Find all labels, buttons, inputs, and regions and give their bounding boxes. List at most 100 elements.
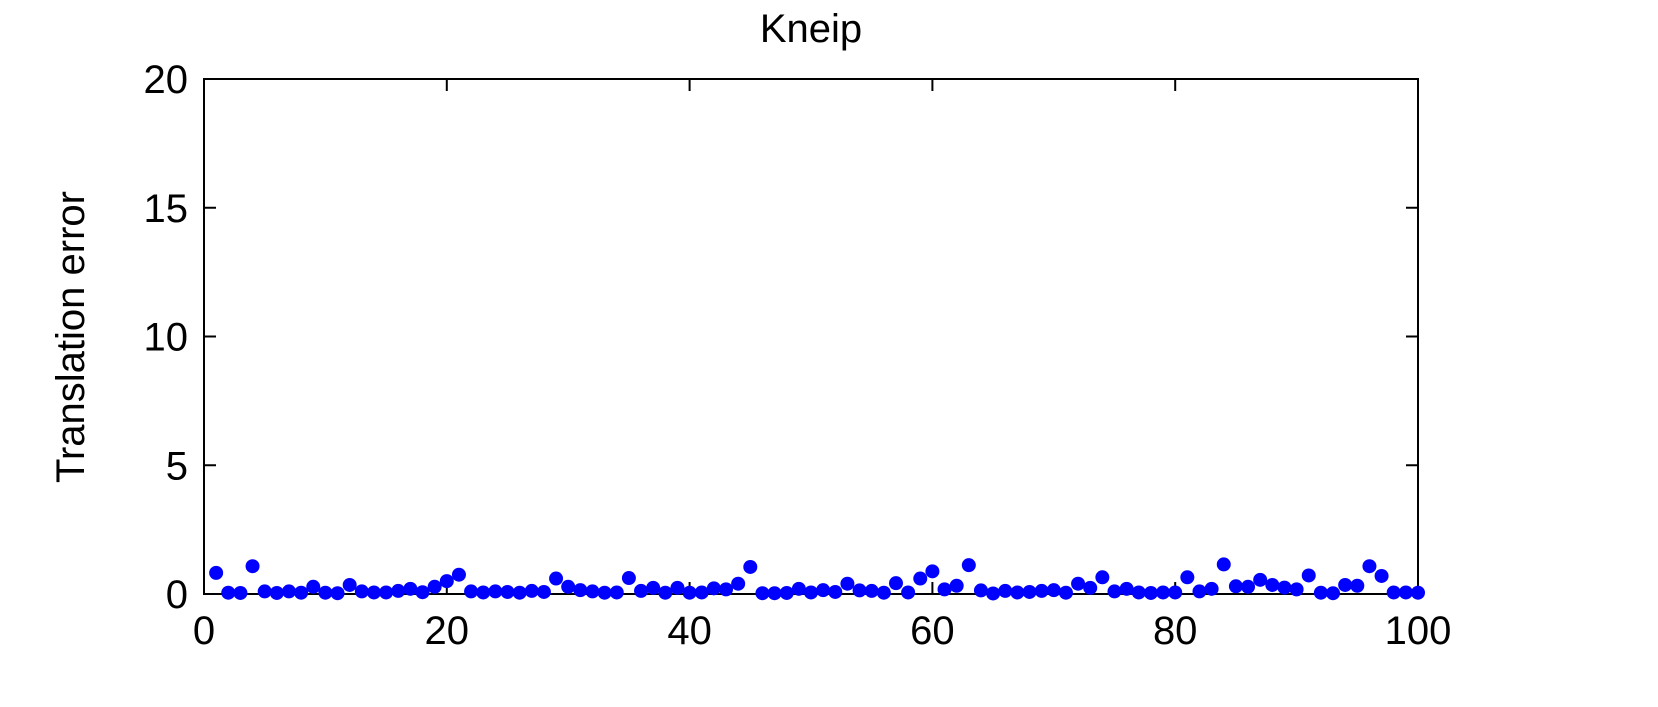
data-point xyxy=(427,579,442,594)
data-point xyxy=(755,586,770,601)
data-point xyxy=(986,586,1001,601)
data-point xyxy=(1143,585,1158,600)
data-point xyxy=(1022,584,1037,599)
data-point xyxy=(1058,585,1073,600)
data-point xyxy=(1386,585,1401,600)
data-point xyxy=(1168,585,1183,600)
x-tick-label: 0 xyxy=(193,609,215,653)
data-point xyxy=(573,583,588,598)
data-point xyxy=(294,585,309,600)
data-point xyxy=(221,585,236,600)
y-tick-label: 10 xyxy=(144,316,189,360)
data-point xyxy=(1338,577,1353,592)
data-point xyxy=(706,581,721,596)
data-point xyxy=(1107,584,1122,599)
data-point xyxy=(233,585,248,600)
data-point xyxy=(1228,579,1243,594)
data-point xyxy=(1095,570,1110,585)
data-point xyxy=(973,583,988,598)
data-point xyxy=(621,571,636,586)
data-point xyxy=(269,585,284,600)
data-point xyxy=(1326,586,1341,601)
data-point xyxy=(415,585,430,600)
data-point xyxy=(585,584,600,599)
plot-frame xyxy=(203,78,1419,595)
data-point xyxy=(1277,580,1292,595)
data-point xyxy=(1010,585,1025,600)
data-point xyxy=(1204,581,1219,596)
data-point xyxy=(1289,582,1304,597)
data-point xyxy=(888,576,903,591)
y-tick-label: 5 xyxy=(166,444,188,488)
data-point xyxy=(500,584,515,599)
x-tick-label: 100 xyxy=(1385,609,1452,653)
data-point xyxy=(1301,568,1316,583)
data-point xyxy=(731,576,746,591)
data-point xyxy=(342,577,357,592)
data-point xyxy=(1253,572,1268,587)
data-point xyxy=(1313,585,1328,600)
y-tick-label: 20 xyxy=(144,58,189,102)
data-point xyxy=(597,585,612,600)
data-point xyxy=(670,580,685,595)
data-point xyxy=(828,584,843,599)
data-point xyxy=(245,559,260,574)
data-point xyxy=(549,571,564,586)
data-point xyxy=(379,585,394,600)
data-point xyxy=(1374,568,1389,583)
data-point xyxy=(767,586,782,601)
data-point xyxy=(306,579,321,594)
axis-tick-labels: 0 20 40 60 80 100 0 5 10 15 20 xyxy=(144,58,1452,653)
x-tick-label: 60 xyxy=(910,609,955,653)
data-point xyxy=(1350,578,1365,593)
data-point xyxy=(354,584,369,599)
data-point xyxy=(476,585,491,600)
data-point xyxy=(439,574,454,589)
data-point xyxy=(524,583,539,598)
data-point xyxy=(804,585,818,600)
axis-ticks xyxy=(203,78,1419,595)
data-point xyxy=(1119,581,1134,596)
data-point xyxy=(512,585,527,600)
data-point xyxy=(646,580,661,595)
data-point xyxy=(998,583,1013,598)
data-point xyxy=(464,584,479,599)
data-point xyxy=(536,584,551,599)
data-point xyxy=(1083,580,1098,595)
data-point xyxy=(366,585,381,600)
data-point xyxy=(1216,557,1231,572)
data-point xyxy=(925,564,940,579)
data-point xyxy=(488,584,503,599)
y-tick-label: 15 xyxy=(144,187,189,231)
data-point xyxy=(743,559,758,574)
data-point xyxy=(1156,585,1171,600)
data-point xyxy=(901,585,916,600)
data-point xyxy=(609,585,624,600)
data-point xyxy=(840,576,855,591)
data-point xyxy=(719,582,734,597)
x-tick-label: 40 xyxy=(667,609,712,653)
data-point xyxy=(318,585,333,600)
data-point xyxy=(816,583,831,598)
data-point xyxy=(682,585,697,600)
data-point xyxy=(779,585,794,600)
data-point xyxy=(1398,585,1413,600)
data-point xyxy=(658,585,673,600)
data-point xyxy=(209,565,224,580)
data-point xyxy=(1362,559,1377,574)
data-point xyxy=(281,584,296,599)
data-point xyxy=(1034,583,1049,598)
data-point xyxy=(1131,585,1146,600)
data-point xyxy=(913,571,928,586)
data-point xyxy=(937,582,952,597)
chart-title: Kneip xyxy=(760,7,862,51)
data-point xyxy=(403,581,418,596)
data-point xyxy=(864,583,879,598)
data-point xyxy=(949,578,964,593)
data-point xyxy=(961,558,976,573)
data-point xyxy=(391,583,406,598)
data-points xyxy=(209,557,1425,601)
data-point xyxy=(634,583,649,598)
x-tick-label: 20 xyxy=(425,609,470,653)
